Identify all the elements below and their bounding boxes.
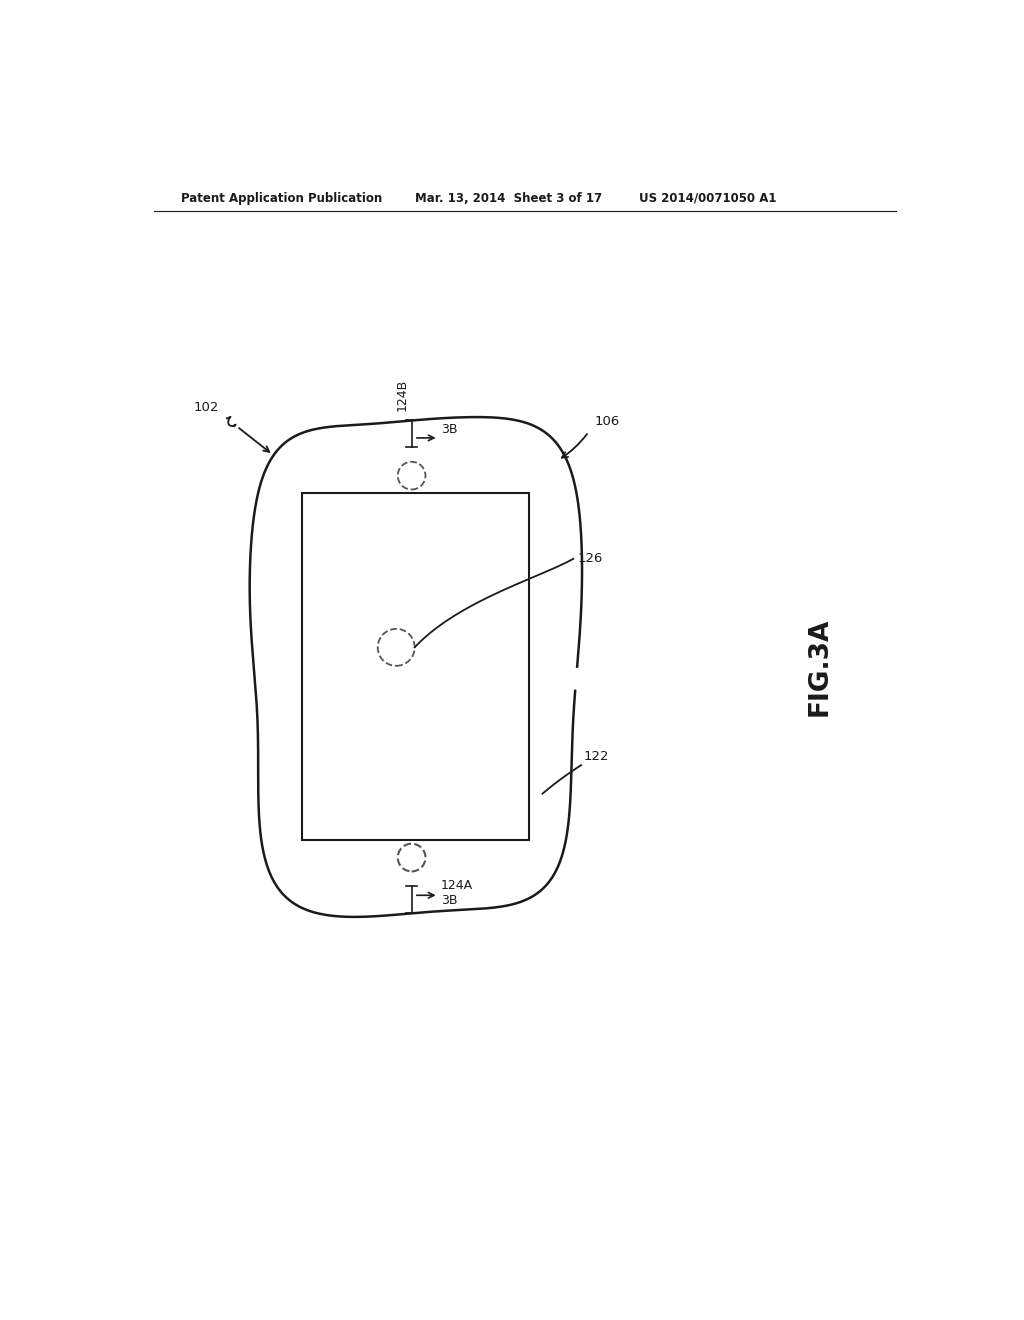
Text: 106: 106 bbox=[594, 414, 620, 428]
Bar bbox=[302, 494, 528, 840]
Text: 122: 122 bbox=[584, 750, 609, 763]
Text: US 2014/0071050 A1: US 2014/0071050 A1 bbox=[639, 191, 776, 205]
Text: 102: 102 bbox=[194, 401, 219, 414]
Text: Mar. 13, 2014  Sheet 3 of 17: Mar. 13, 2014 Sheet 3 of 17 bbox=[416, 191, 602, 205]
Text: 124A: 124A bbox=[441, 879, 473, 892]
Text: FIG.3A: FIG.3A bbox=[807, 618, 833, 715]
Text: 124B: 124B bbox=[395, 379, 409, 411]
Text: Patent Application Publication: Patent Application Publication bbox=[180, 191, 382, 205]
Text: 3B: 3B bbox=[441, 422, 458, 436]
Text: 126: 126 bbox=[578, 552, 602, 565]
Text: 3B: 3B bbox=[441, 894, 458, 907]
